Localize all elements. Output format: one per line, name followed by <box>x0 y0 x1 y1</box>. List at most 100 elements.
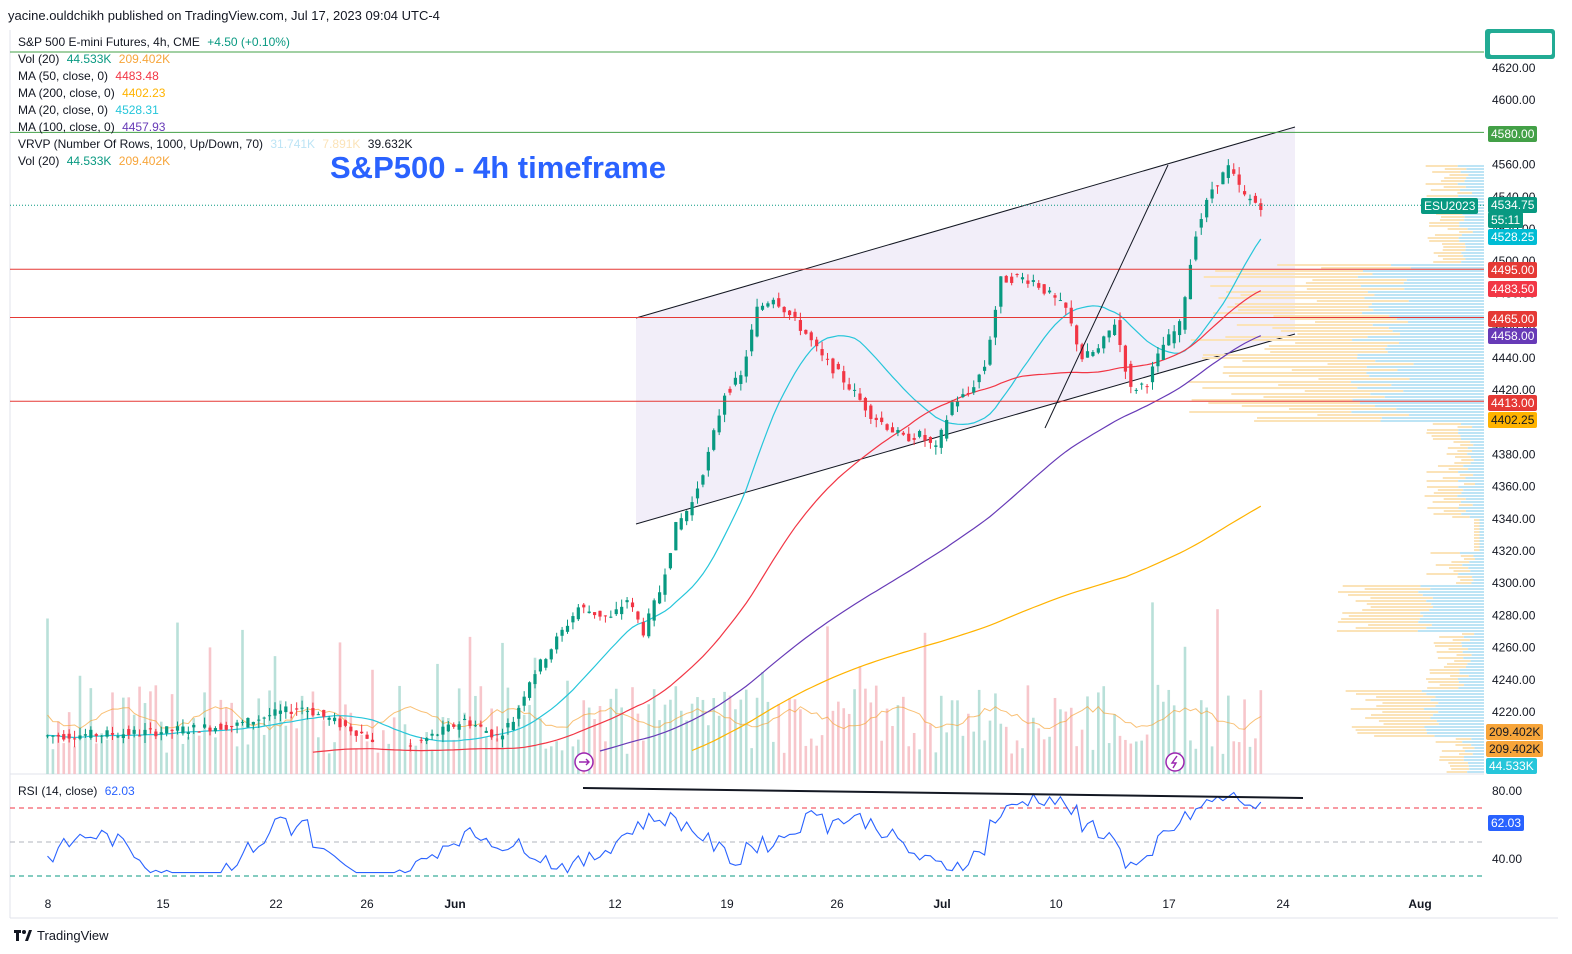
legend-ma200-label: MA (200, close, 0) <box>18 86 115 100</box>
candle-body <box>668 553 673 569</box>
profile-row-up <box>1461 642 1484 644</box>
candle-body <box>154 731 158 737</box>
profile-row-down <box>1463 483 1475 485</box>
profile-row-up <box>1419 618 1484 620</box>
volume-bar <box>463 712 466 774</box>
profile-row-up <box>1472 426 1484 428</box>
legend-ma200[interactable]: MA (200, close, 0) 4402.23 <box>18 86 165 100</box>
candle-body <box>1123 345 1128 372</box>
volume-bar <box>382 730 385 774</box>
profile-row-down <box>1317 414 1410 416</box>
volume-bar <box>181 743 185 774</box>
profile-row-up <box>1470 570 1484 572</box>
profile-row-up <box>1465 666 1484 668</box>
legend-symbol[interactable]: S&P 500 E-mini Futures, 4h, CME +4.50 (+… <box>18 35 290 49</box>
candle-body <box>863 397 868 411</box>
profile-row-down <box>1382 702 1439 704</box>
volume-bar <box>528 705 531 774</box>
volume-bar <box>652 689 656 774</box>
profile-row-up <box>1421 690 1484 692</box>
volume-bar <box>262 734 266 774</box>
volume-bar <box>555 741 558 774</box>
price-tick-label: 4220.00 <box>1492 705 1536 719</box>
volume-bar <box>468 636 472 774</box>
profile-row-up <box>1458 432 1484 434</box>
candle-body <box>240 721 245 723</box>
volume-bar <box>918 749 921 774</box>
tag-vol-b: 209.402K <box>1486 741 1544 757</box>
volume-bar <box>598 706 602 774</box>
candle-body <box>1064 302 1068 308</box>
volume-bar <box>1042 739 1046 774</box>
candle-body <box>219 723 223 730</box>
legend-ma20[interactable]: MA (20, close, 0) 4528.31 <box>18 103 159 117</box>
profile-row-up <box>1467 771 1484 773</box>
profile-row-down <box>1321 267 1411 269</box>
legend-ma100[interactable]: MA (100, close, 0) 4457.93 <box>18 120 165 134</box>
profile-row-up <box>1430 717 1484 719</box>
profile-row-up <box>1409 414 1484 416</box>
profile-row-down <box>1289 408 1397 410</box>
profile-row-up <box>1467 762 1484 764</box>
price-tick-label: 4380.00 <box>1492 447 1536 461</box>
volume-bar <box>885 708 889 774</box>
profile-row-down <box>1439 756 1465 758</box>
profile-row-down <box>1433 642 1462 644</box>
profile-row-down <box>1426 486 1459 488</box>
profile-row-up <box>1465 477 1484 479</box>
legend-vol-2[interactable]: Vol (20) 44.533K 209.402K <box>18 154 170 168</box>
price-tick-label: 4300.00 <box>1492 576 1536 590</box>
profile-row-up <box>1352 399 1484 401</box>
split-icon-arrow <box>579 758 590 766</box>
volume-bar <box>679 710 683 774</box>
volume-bar <box>1216 609 1219 774</box>
profile-row-down <box>1450 675 1469 677</box>
legend-vrvp[interactable]: VRVP (Number Of Rows, 1000, Up/Down, 70)… <box>18 137 413 151</box>
profile-row-up <box>1420 585 1484 587</box>
legend-vol-1[interactable]: Vol (20) 44.533K 209.402K <box>18 52 170 66</box>
candle-body <box>495 734 499 736</box>
profile-row-up <box>1465 249 1484 251</box>
candle-body <box>1145 386 1149 388</box>
volume-bar <box>1145 734 1149 774</box>
candle-body <box>83 734 88 736</box>
profile-row-down <box>1426 480 1459 482</box>
candle-body <box>901 432 905 435</box>
profile-row-up <box>1359 402 1484 404</box>
profile-row-up <box>1422 594 1484 596</box>
profile-row-down <box>1455 456 1471 458</box>
footer[interactable]: TradingView <box>14 928 109 943</box>
profile-row-down <box>1426 678 1458 680</box>
profile-row-up <box>1467 663 1484 665</box>
volume-bar <box>961 735 965 774</box>
volume-bar <box>517 704 521 774</box>
volume-bar <box>847 713 851 774</box>
profile-row-down <box>1355 600 1427 602</box>
volume-bar <box>685 720 688 774</box>
legend-rsi[interactable]: RSI (14, close) 62.03 <box>18 784 135 798</box>
candle-body <box>820 349 824 356</box>
profile-row-up <box>1474 747 1484 749</box>
volume-bar <box>322 720 326 774</box>
candles <box>45 159 1263 752</box>
profile-row-up <box>1471 738 1484 740</box>
candle-body <box>100 735 104 737</box>
time-tick-label: 12 <box>608 897 622 911</box>
candle-body <box>771 299 775 305</box>
profile-row-down <box>1351 726 1425 728</box>
profile-row-up <box>1435 705 1484 707</box>
profile-row-up <box>1424 708 1484 710</box>
legend-ma50[interactable]: MA (50, close, 0) 4483.48 <box>18 69 159 83</box>
profile-row-down <box>1378 720 1437 722</box>
profile-row-up <box>1472 576 1484 578</box>
profile-row-up <box>1473 474 1484 476</box>
volume-bar <box>826 626 829 774</box>
volume-bar <box>1010 753 1013 774</box>
volume-bar <box>560 750 564 774</box>
volume-bar <box>793 699 797 774</box>
candle-body <box>782 306 786 313</box>
candle-body <box>332 717 337 722</box>
candle-body <box>982 366 987 371</box>
time-tick-label: 17 <box>1162 897 1176 911</box>
